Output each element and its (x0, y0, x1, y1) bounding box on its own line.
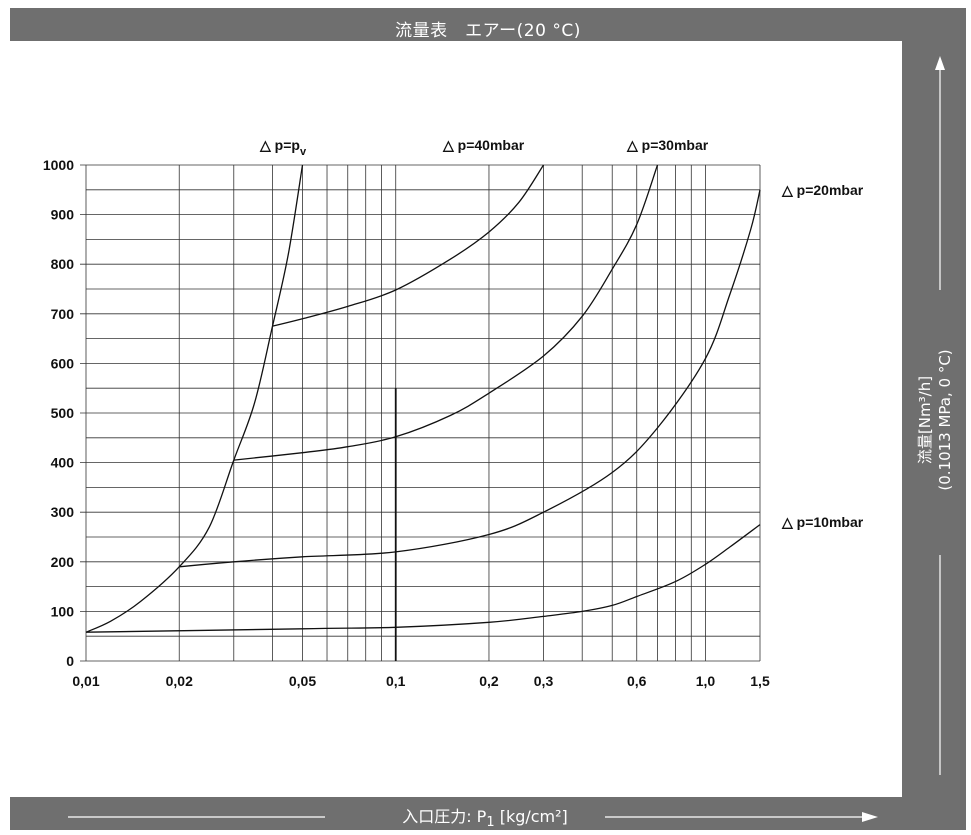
y-tick-label: 900 (51, 207, 75, 223)
series-label-text: △ p=10mbar (781, 514, 864, 530)
series-label-text: △ p=20mbar (781, 182, 864, 198)
title-bar: 流量表 エアー(20 °C) (10, 8, 966, 41)
series-label-subscript: v (300, 146, 307, 158)
y-tick-label: 0 (66, 653, 74, 669)
series-label-text: △ p=40mbar (442, 137, 525, 153)
series-line-1 (272, 164, 545, 327)
series-label-4: △ p=10mbar (781, 514, 864, 530)
series-label-1: △ p=40mbar (442, 137, 525, 153)
series-line-2 (233, 164, 659, 461)
series-labels: △ p=pv △ p=40mbar △ p=30mbar △ p=20mbar △ p=… (259, 137, 864, 530)
x-tick-label: 0,6 (627, 673, 647, 689)
x-axis-label: 入口圧力: P1 [kg/cm²] (402, 807, 568, 830)
y-tick-label: 400 (51, 455, 75, 471)
y-tick-label: 700 (51, 306, 75, 322)
tick-labels: 0 100 200 300 400 500 600 700 800 900 1000 0,01 0,02… (43, 157, 770, 689)
y-tick-label: 800 (51, 256, 75, 272)
series-label-text: △ p=30mbar (626, 137, 709, 153)
y-tick-label: 300 (51, 504, 75, 520)
grid (80, 164, 761, 662)
x-tick-label: 0,02 (166, 673, 193, 689)
y-arrow-head (935, 56, 945, 70)
y-tick-label: 1000 (43, 157, 74, 173)
y-axis-bar (902, 41, 966, 797)
x-tick-label: 0,01 (72, 673, 99, 689)
curves (85, 164, 761, 661)
x-axis-label-sub: 1 (486, 815, 494, 830)
x-axis-bar (10, 797, 966, 830)
x-tick-label: 0,3 (534, 673, 554, 689)
y-tick-label: 100 (51, 603, 75, 619)
y-axis-label: 流量[Nm³/h] (0.1013 MPa, 0 °C) (916, 349, 954, 490)
series-label-3: △ p=20mbar (781, 182, 864, 198)
axis-arrows (68, 56, 945, 822)
y-tick-label: 200 (51, 554, 75, 570)
y-tick-label: 500 (51, 405, 75, 421)
x-arrow-head (862, 812, 878, 822)
x-tick-label: 0,05 (289, 673, 316, 689)
x-tick-label: 0,2 (479, 673, 499, 689)
y-tick-label: 600 (51, 355, 75, 371)
y-axis-label-line1: 流量[Nm³/h] (916, 376, 934, 464)
x-tick-label: 0,1 (386, 673, 406, 689)
chart-title: 流量表 エアー(20 °C) (395, 21, 581, 41)
x-axis-label-unit: [kg/cm²] (495, 807, 568, 826)
series-label-text: △ p=p (259, 137, 300, 153)
x-tick-label: 1,0 (696, 673, 716, 689)
series-line-0 (85, 164, 304, 633)
series-label-0: △ p=pv (259, 137, 307, 158)
series-line-4 (85, 524, 761, 633)
y-axis-label-line2: (0.1013 MPa, 0 °C) (936, 349, 954, 490)
x-axis-label-prefix: 入口圧力: P (402, 807, 486, 826)
series-line-3 (179, 189, 761, 568)
x-tick-label: 1,5 (750, 673, 770, 689)
series-label-2: △ p=30mbar (626, 137, 709, 153)
